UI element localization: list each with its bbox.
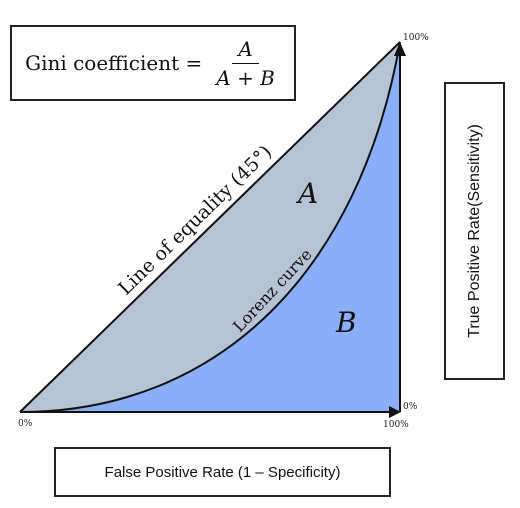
region-b-label: B	[335, 306, 357, 339]
y-axis-label: True Positive Rate(Sensitivity)	[465, 124, 483, 338]
line-of-equality	[19, 41, 401, 413]
gini-formula: Gini coefficient = A A + B	[25, 37, 281, 90]
x-axis-label: False Positive Rate (1 – Specificity)	[104, 463, 341, 481]
y-end-tick-label: 100%	[403, 33, 429, 43]
y-axis-label-box: True Positive Rate(Sensitivity)	[444, 82, 505, 380]
origin-tick-label: 0%	[18, 419, 33, 429]
region-b	[20, 42, 400, 412]
y-axis-arrow	[394, 42, 406, 56]
corner-zero-tick-label: 0%	[403, 402, 418, 412]
formula-denominator: A + B	[216, 65, 275, 90]
formula-numerator: A	[232, 37, 259, 64]
x-axis-arrow	[389, 406, 401, 418]
x-end-tick-label: 100%	[383, 420, 409, 430]
lorenz-curve	[19, 41, 401, 413]
formula-label: Gini coefficient =	[25, 51, 203, 75]
region-a-label: A	[295, 177, 318, 210]
formula-fraction: A A + B	[210, 37, 281, 90]
x-axis-label-box: False Positive Rate (1 – Specificity)	[54, 447, 391, 497]
formula-box: Gini coefficient = A A + B	[10, 25, 296, 101]
